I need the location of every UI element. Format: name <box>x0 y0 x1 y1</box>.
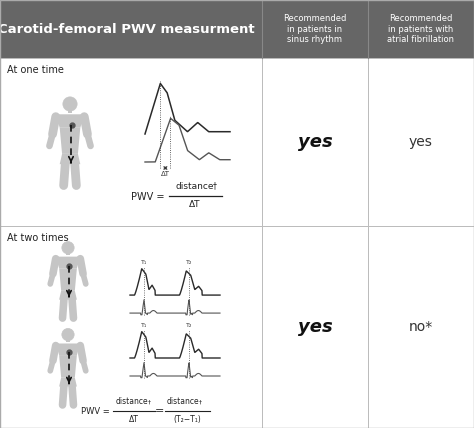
Text: ΔT: ΔT <box>161 171 170 177</box>
Bar <box>262 58 368 226</box>
Bar <box>262 0 368 58</box>
Circle shape <box>62 241 74 254</box>
Text: Carotid-femoral PWV measurment: Carotid-femoral PWV measurment <box>0 23 255 36</box>
Text: yes: yes <box>409 135 433 149</box>
Bar <box>68 105 73 113</box>
Polygon shape <box>56 344 80 355</box>
Bar <box>66 248 70 255</box>
Polygon shape <box>59 355 77 377</box>
Text: †: † <box>148 400 151 405</box>
Text: At one time: At one time <box>7 65 64 75</box>
Text: no*: no* <box>409 320 433 334</box>
Text: distance: distance <box>167 397 199 406</box>
Text: At two times: At two times <box>7 233 69 243</box>
Bar <box>262 226 368 428</box>
Text: ΔT: ΔT <box>189 200 201 209</box>
Bar <box>368 226 474 428</box>
Circle shape <box>63 97 77 111</box>
Polygon shape <box>59 268 77 291</box>
Text: Recommended
in patients with
atrial fibrillation: Recommended in patients with atrial fibr… <box>388 14 455 44</box>
Text: PWV =: PWV = <box>131 192 168 202</box>
Text: T₁: T₁ <box>141 323 147 328</box>
Text: ΔT: ΔT <box>129 415 139 424</box>
Text: yes: yes <box>298 318 332 336</box>
Polygon shape <box>59 377 77 386</box>
Circle shape <box>62 328 74 341</box>
Text: Recommended
in patients in
sinus rhythm: Recommended in patients in sinus rhythm <box>283 14 346 44</box>
Bar <box>368 58 474 226</box>
Polygon shape <box>56 257 80 268</box>
Text: T₁: T₁ <box>141 260 147 265</box>
Bar <box>368 0 474 58</box>
Text: T₂: T₂ <box>186 260 192 265</box>
Text: PWV =: PWV = <box>81 407 112 416</box>
Text: =: = <box>155 406 164 416</box>
Text: T₂: T₂ <box>186 323 192 328</box>
Text: †: † <box>213 181 217 190</box>
Bar <box>0 226 262 428</box>
Text: (T₂−T₁): (T₂−T₁) <box>173 415 201 424</box>
Polygon shape <box>56 114 84 128</box>
Bar <box>0 58 262 226</box>
Text: †: † <box>199 400 202 405</box>
Polygon shape <box>60 154 80 164</box>
Polygon shape <box>59 291 77 300</box>
Text: distance: distance <box>176 182 214 191</box>
Text: yes: yes <box>298 133 332 151</box>
Text: distance: distance <box>116 397 148 406</box>
Polygon shape <box>60 128 80 154</box>
Bar <box>66 335 70 342</box>
Bar <box>0 0 262 58</box>
